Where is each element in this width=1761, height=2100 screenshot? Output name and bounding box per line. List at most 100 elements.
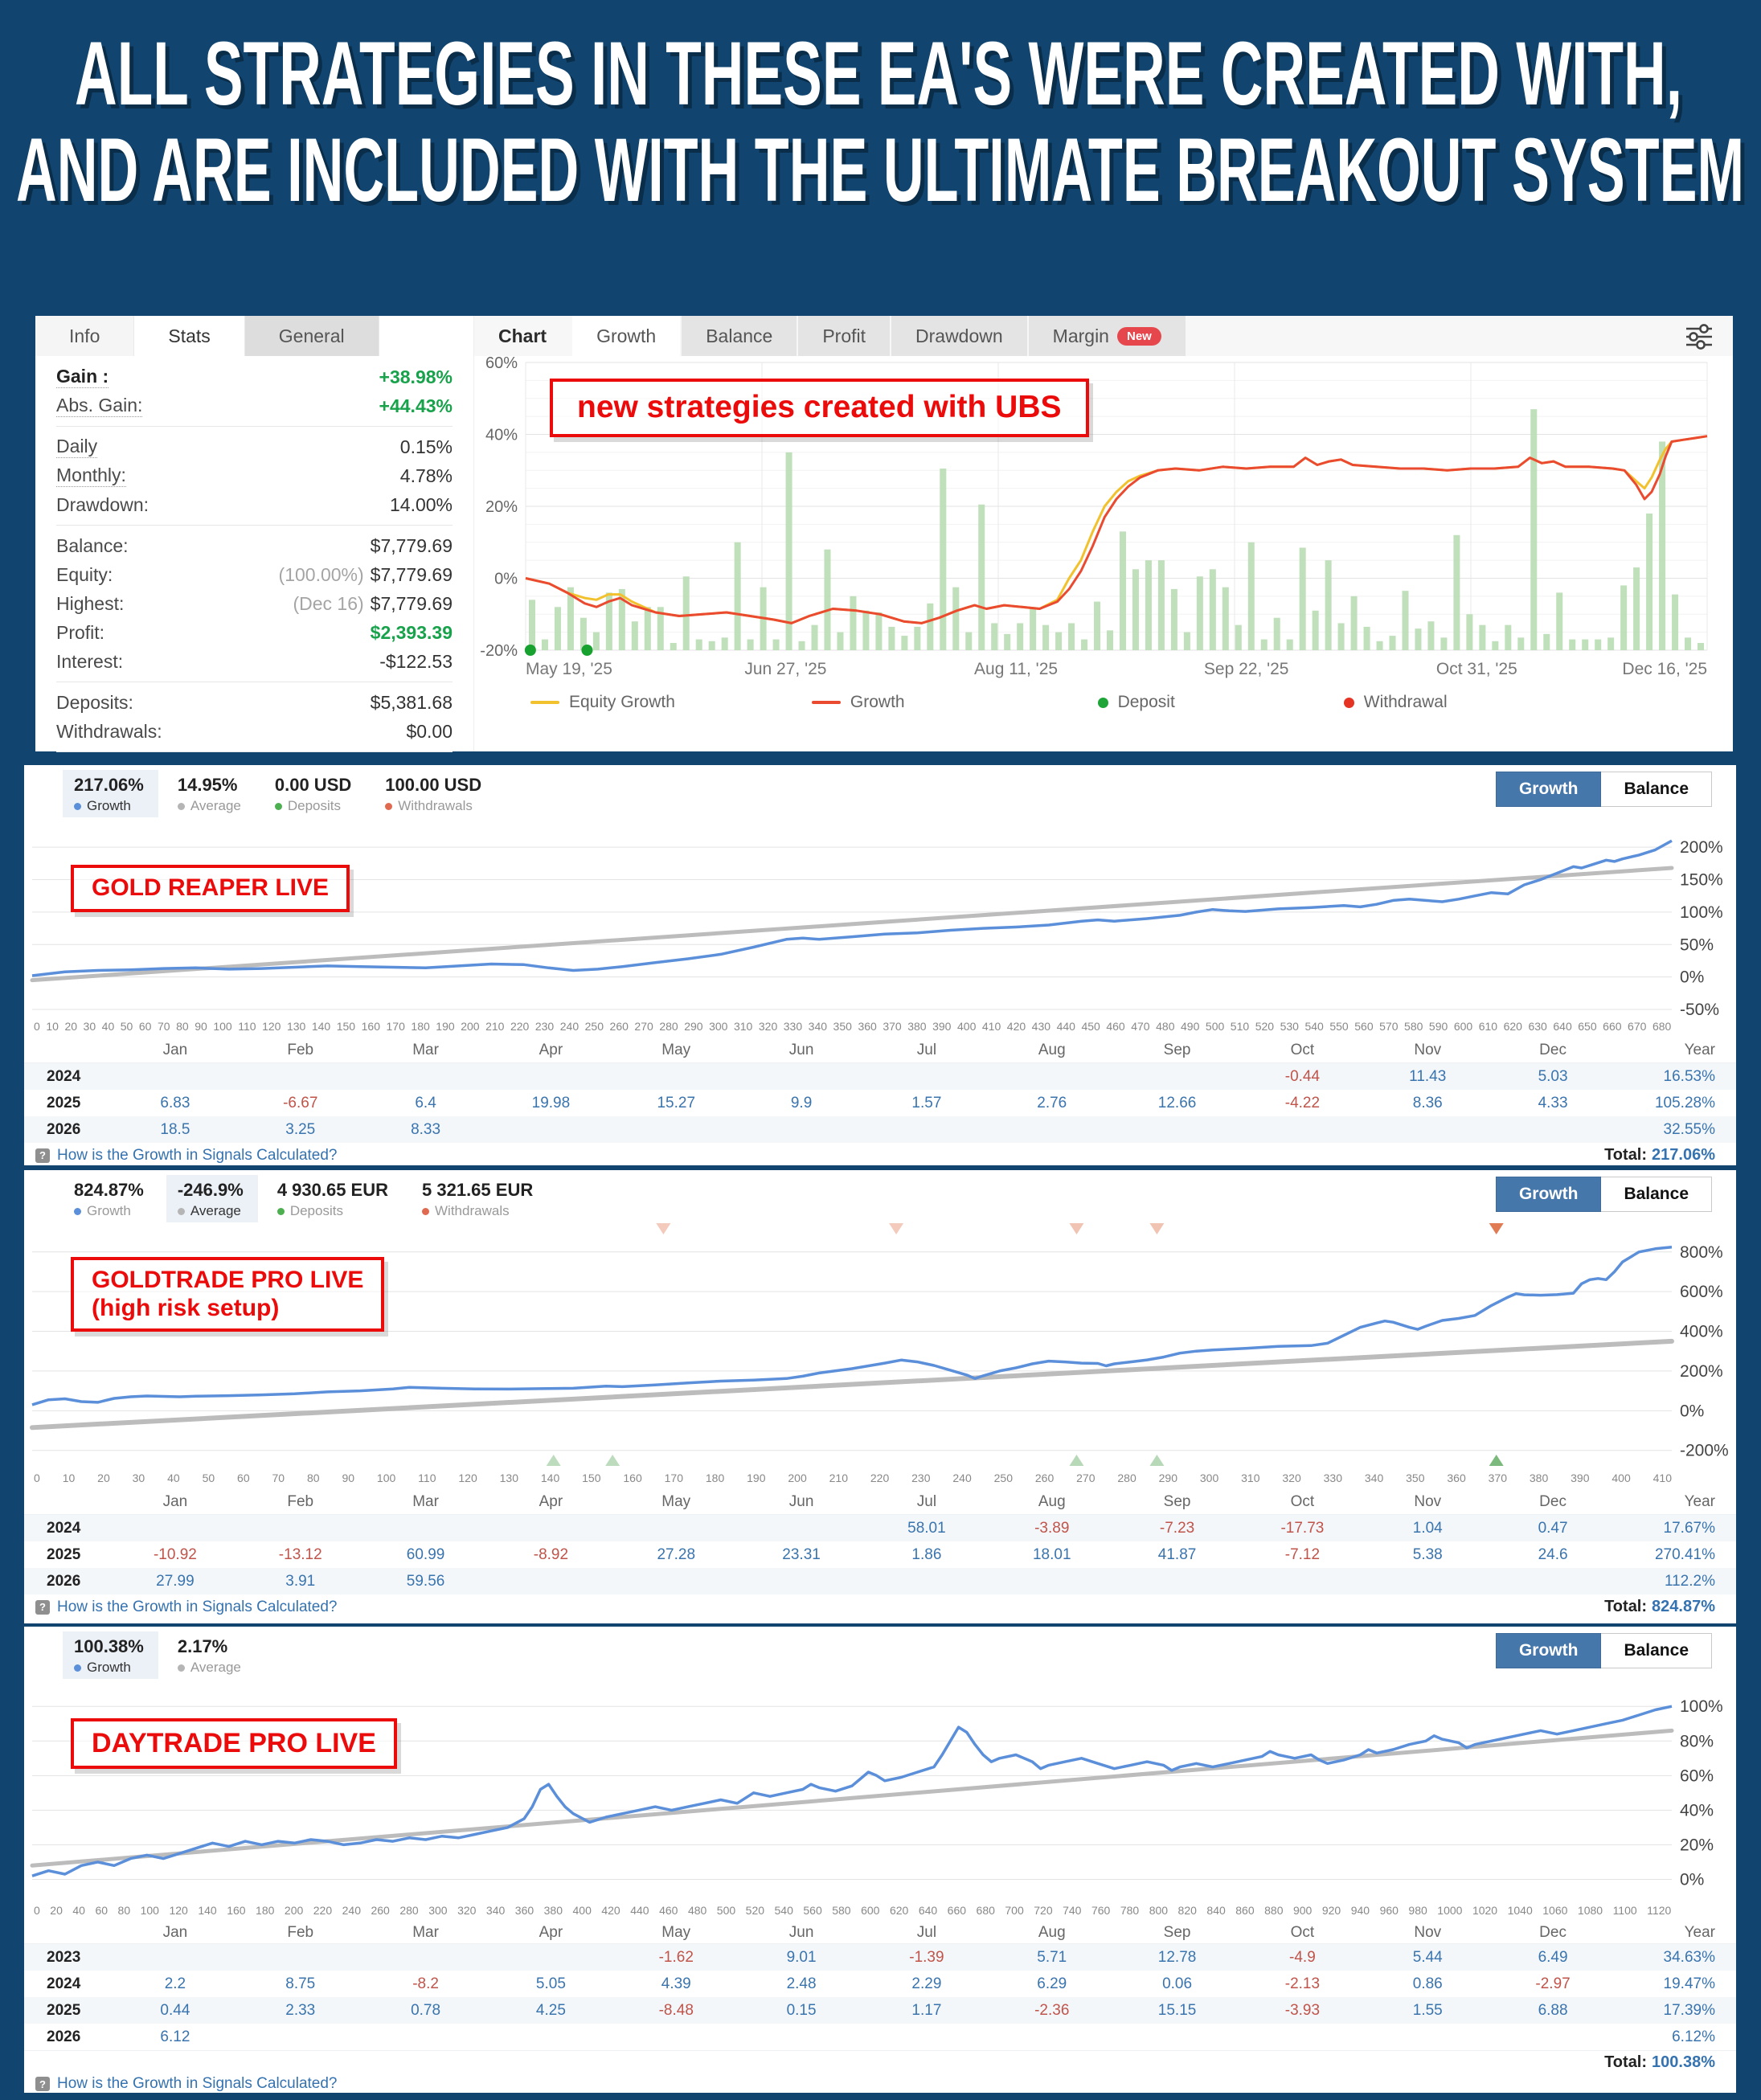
annotation-gold-reaper: GOLD REAPER LIVE [71,865,350,912]
tab-margin[interactable]: Margin New [1028,316,1186,356]
dot-swatch [1343,697,1354,708]
chip-value: -246.9% [177,1180,244,1200]
growth-info-link[interactable]: ? How is the Growth in Signals Calculated… [35,1147,338,1165]
chip-deposits: 0.00 USD Deposits [264,770,366,817]
widget-chart: 200% 150% 100% 50% 0% -50% GOLD REAPER LIVE [24,815,1736,1019]
average-dot-icon [177,1664,185,1672]
x-tick: 180 [411,1020,430,1033]
month-header: Aug [1038,1924,1066,1941]
month-value: -13.12 [278,1545,322,1563]
x-tick: 300 [709,1020,728,1033]
stat-label: Deposits: [56,691,133,713]
svg-text:200%: 200% [1680,1362,1723,1381]
x-tick: 170 [664,1472,683,1484]
deposit-marker [1069,1455,1084,1466]
x-tick: 240 [952,1472,972,1484]
chip-deposits: 4 930.65 EUR Deposits [266,1175,403,1222]
month-value: 1.04 [1412,1519,1443,1537]
month-value: 1.17 [911,2001,942,2019]
legend-withdrawal: Withdrawal [1343,693,1448,712]
year-total: 112.2% [1664,1572,1715,1590]
widget-goldtrade-pro: 824.87% Growth -246.9% Average 4 930.65 EUR D… [24,1170,1736,1623]
x-tick: 400 [572,1904,592,1917]
x-tick: 900 [1292,1904,1313,1917]
balance-button[interactable]: Balance [1601,1633,1712,1668]
svg-text:20%: 20% [485,498,518,516]
svg-text:May 19, '25: May 19, '25 [526,660,612,678]
x-tick: 960 [1379,1904,1399,1917]
growth-chart: 60% 40% 20% 0% -20% May 19, '25 Jun 27, '25 Aug… [474,354,1733,685]
x-tick: 380 [1529,1472,1549,1484]
month-header: Apr [539,1493,563,1510]
month-value: 27.99 [156,1572,195,1590]
x-tick: 620 [889,1904,909,1917]
widget-chart: 100% 80% 60% 40% 20% 0% DAYTRADE PRO LIVE [24,1676,1736,1901]
tab-profit[interactable]: Profit [798,316,891,356]
svg-text:100%: 100% [1680,1697,1723,1716]
growth-button[interactable]: Growth [1495,1633,1602,1668]
month-value: 1.86 [911,1545,942,1563]
annotation-daytrade-pro: DAYTRADE PRO LIVE [71,1718,397,1770]
svg-text:150%: 150% [1680,871,1723,890]
month-header: Aug [1038,1493,1066,1510]
x-tick: 340 [485,1904,506,1917]
tab-stats[interactable]: Stats [134,316,245,356]
year-total-header: Year [1684,1493,1715,1510]
withdrawal-marker [1489,1223,1504,1234]
month-value: 4.33 [1538,1094,1568,1111]
stat-value: +38.98% [379,366,453,387]
x-tick: 210 [829,1472,848,1484]
table-row: 2024 58.01 -3.89 -7.23 -17.73 1.04 0.47 17.67% [24,1515,1736,1541]
x-tick: 60 [237,1472,250,1484]
growth-info-link[interactable]: ? How is the Growth in Signals Calculated… [35,1599,338,1616]
month-value: -8.92 [533,1545,569,1563]
month-value: 6.4 [415,1094,436,1111]
deposit-marker [546,1455,561,1466]
month-header: Jan [162,1042,188,1058]
x-tick: 40 [72,1904,85,1917]
title-line2: AND ARE INCLUDED WITH THE ULTIMATE BREAK… [16,120,1744,220]
month-header: May [661,1493,691,1510]
month-header: May [661,1924,691,1941]
x-tick: 640 [1553,1020,1572,1033]
tab-growth[interactable]: Growth [572,316,681,356]
growth-button[interactable]: Growth [1495,772,1602,807]
widget-footer: ? How is the Growth in Signals Calculated… [24,1594,1736,1616]
month-value: -1.62 [658,1948,694,1966]
year-total: 105.28% [1654,1094,1715,1111]
stat-value: 14.00% [389,493,453,515]
divider [56,426,453,427]
svg-text:60%: 60% [485,356,518,372]
balance-button[interactable]: Balance [1601,1177,1712,1212]
withdrawal-marker [1149,1223,1165,1234]
growth-dot-icon [74,802,81,810]
x-tick: 30 [132,1472,145,1484]
month-header: Nov [1414,1493,1442,1510]
growth-info-link[interactable]: ? How is the Growth in Signals Calculated… [35,2075,338,2093]
month-value: -4.9 [1289,1948,1316,1966]
chart-tabs: Chart Growth Balance Profit Drawdown Margin Ne… [474,316,1733,356]
x-tick: 480 [687,1904,707,1917]
chip-value: 100.00 USD [385,775,482,795]
tab-general[interactable]: General [244,316,379,356]
month-value: -3.89 [1034,1519,1070,1537]
growth-button[interactable]: Growth [1495,1177,1602,1212]
balance-button[interactable]: Balance [1601,772,1712,807]
stats-tabs: Info Stats General [35,316,473,356]
x-tick: 350 [1406,1472,1425,1484]
tab-info[interactable]: Info [35,316,135,356]
legend-deposit: Deposit [1097,693,1175,712]
chart-legend: Equity Growth Growth Deposit Withdrawal [474,685,1733,720]
month-header: Jul [916,1924,937,1941]
x-tick: 200 [788,1472,807,1484]
tab-drawdown[interactable]: Drawdown [891,316,1027,356]
x-tick: 190 [436,1020,455,1033]
month-value: -10.92 [153,1545,197,1563]
month-header: Jan [162,1493,188,1510]
year-total: 17.67% [1663,1519,1715,1537]
tab-balance[interactable]: Balance [682,316,797,356]
month-value: 0.44 [160,2001,190,2019]
withdrawals-dot-icon [422,1207,430,1215]
filter-icon[interactable] [1685,324,1714,354]
total-growth-value: 100.38% [1652,2053,1715,2071]
